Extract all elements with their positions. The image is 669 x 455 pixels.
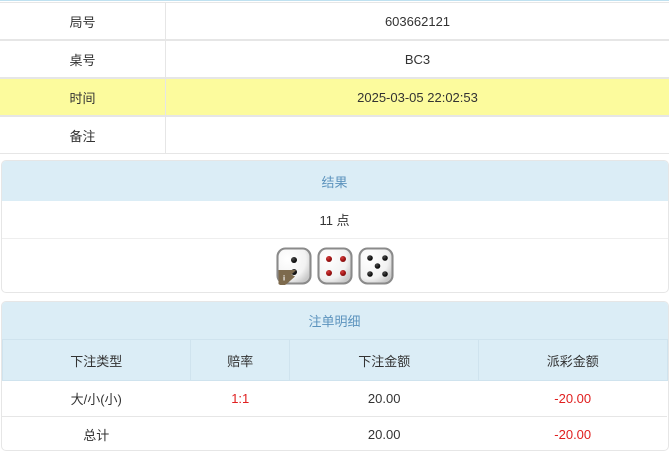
svg-text:i: i: [282, 274, 284, 283]
